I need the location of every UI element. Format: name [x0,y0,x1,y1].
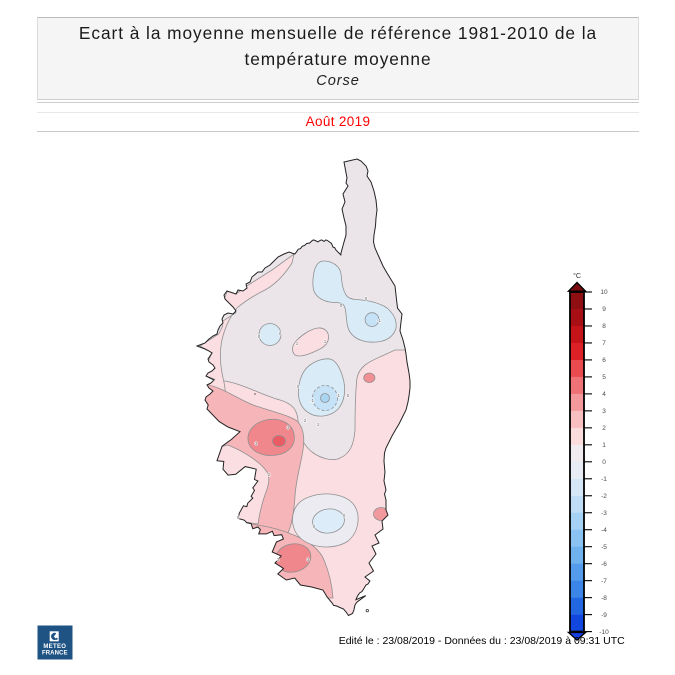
svg-text:9: 9 [602,306,606,313]
svg-text:3: 3 [602,408,606,415]
svg-text:4: 4 [602,391,606,398]
svg-text:0: 0 [313,524,316,529]
svg-text:1: 1 [296,341,299,346]
svg-text:0: 0 [258,334,261,339]
svg-text:0: 0 [602,459,606,466]
svg-text:-4: -4 [601,527,607,534]
svg-text:10: 10 [600,289,608,296]
svg-text:0: 0 [340,303,343,308]
svg-text:0: 0 [347,393,350,398]
svg-text:-3: -3 [601,510,607,517]
svg-text:2: 2 [268,472,271,477]
svg-text:-9: -9 [601,612,607,619]
svg-text:2: 2 [602,425,606,432]
svg-text:-8: -8 [601,595,607,602]
svg-text:5: 5 [602,374,606,381]
svg-text:0: 0 [237,515,240,520]
svg-text:3: 3 [287,425,290,430]
svg-text:1: 1 [317,422,320,427]
svg-text:1: 1 [602,442,606,449]
svg-text:°C: °C [573,272,581,280]
svg-text:3: 3 [255,441,258,446]
svg-text:1: 1 [324,339,327,344]
svg-text:-10: -10 [599,629,609,636]
svg-text:FRANCE: FRANCE [42,650,68,656]
svg-text:METEO: METEO [43,644,66,650]
svg-text:Edité le : 23/08/2019 - Donnée: Edité le : 23/08/2019 - Données du : 23/… [339,635,625,647]
svg-text:-5: -5 [601,544,607,551]
svg-text:-7: -7 [601,578,607,585]
svg-text:-6: -6 [601,561,607,568]
svg-text:0: 0 [279,331,282,336]
svg-text:-1: -1 [377,318,381,323]
svg-text:8: 8 [602,323,606,330]
svg-text:0: 0 [343,513,346,518]
svg-text:6: 6 [602,357,606,364]
svg-text:7: 7 [602,340,606,347]
svg-text:3: 3 [307,557,310,562]
svg-text:3: 3 [277,557,280,562]
svg-text:-2: -2 [601,493,607,500]
svg-text:-1: -1 [310,398,314,403]
svg-text:0: 0 [365,296,368,301]
svg-text:2: 2 [304,418,307,423]
svg-text:-1: -1 [336,393,340,398]
svg-text:-1: -1 [601,476,607,483]
svg-text:0: 0 [297,384,300,389]
